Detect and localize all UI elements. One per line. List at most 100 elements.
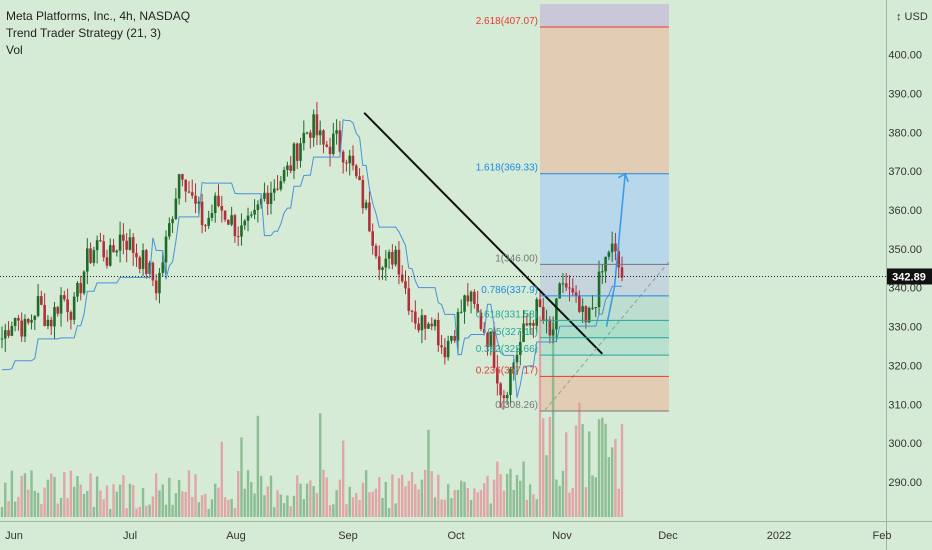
volume-bar	[177, 480, 181, 517]
x-tick-label: 2022	[767, 530, 791, 542]
volume-bar	[168, 477, 171, 517]
candle-body	[469, 291, 473, 302]
candle-body	[453, 336, 456, 341]
fib-label: 0.382(322.66)	[476, 344, 538, 355]
volume-bar	[394, 503, 397, 517]
volume-bar	[545, 455, 548, 517]
volume-bar	[617, 488, 620, 517]
fib-label: 1(346.00)	[495, 253, 538, 264]
legend-strategy[interactable]: Trend Trader Strategy (21, 3)	[6, 26, 161, 40]
candle-body	[466, 295, 470, 302]
candle-body	[440, 345, 443, 348]
candle-body	[154, 280, 158, 294]
volume-bar	[227, 499, 230, 517]
candle-body	[433, 319, 437, 327]
volume-bar	[381, 497, 384, 517]
current-price-tag	[887, 268, 932, 285]
volume-bar	[217, 487, 220, 517]
candle-body	[141, 250, 145, 269]
volume-bar	[174, 493, 178, 517]
candle-body	[66, 299, 69, 313]
candle-body	[135, 252, 138, 258]
candle-body	[394, 249, 397, 265]
candle-body	[125, 240, 128, 250]
volume-bar	[483, 483, 486, 517]
volume-bar	[558, 485, 561, 517]
volume-bar	[276, 490, 279, 517]
volume-bar	[305, 483, 309, 517]
volume-bar	[548, 416, 552, 517]
volume-bar	[502, 490, 506, 517]
fib-label: 0(308.26)	[495, 400, 538, 411]
volume-bar	[181, 491, 184, 517]
volume-bar	[63, 472, 66, 517]
candle-body	[391, 251, 394, 265]
volume-bar	[99, 490, 102, 517]
candle-body	[607, 252, 611, 257]
strategy-layer	[2, 119, 622, 398]
legend-symbol[interactable]: Meta Platforms, Inc., 4h, NASDAQ	[6, 9, 191, 23]
volume-bar	[200, 495, 204, 517]
volume-bar	[407, 480, 410, 517]
volume-bar	[82, 493, 86, 517]
candle-body	[23, 318, 27, 337]
legend-volume[interactable]: Vol	[6, 43, 23, 57]
candle-body	[295, 143, 299, 161]
volume-bar	[102, 499, 105, 517]
volume-bar	[430, 470, 433, 517]
volume-bar	[417, 489, 420, 517]
volume-bar	[364, 470, 368, 517]
volume-bar	[207, 508, 210, 517]
volume-bar	[496, 461, 499, 517]
volume-bar	[437, 474, 440, 517]
candle-body	[158, 272, 161, 294]
volume-bar	[164, 504, 168, 517]
candle-body	[541, 306, 545, 322]
candle-body	[168, 223, 171, 237]
volume-bar	[348, 486, 351, 517]
volume-bar	[135, 508, 138, 517]
candle-body	[118, 234, 122, 251]
candle-body	[325, 144, 329, 147]
candle-body	[332, 133, 335, 155]
candle-body	[99, 240, 102, 242]
candle-body	[174, 198, 178, 220]
candle-body	[299, 143, 302, 161]
candle-body	[505, 394, 509, 399]
fib-fill-layer	[540, 4, 669, 412]
candle-body	[233, 215, 237, 237]
candle-body	[473, 291, 476, 305]
volume-bar	[594, 477, 597, 517]
volume-bar	[335, 490, 338, 517]
candle-body	[312, 114, 315, 138]
candle-body	[112, 245, 115, 253]
candle-body	[177, 174, 181, 199]
candle-body	[263, 192, 266, 199]
volume-bar	[148, 504, 151, 517]
candle-body	[328, 146, 332, 155]
volume-bar	[292, 495, 296, 517]
volume-bar	[565, 432, 568, 517]
candle-body	[207, 217, 210, 226]
candle-body	[561, 283, 565, 285]
candle-body	[322, 130, 325, 145]
volume-bar	[20, 475, 23, 517]
candle-body	[525, 323, 529, 326]
volume-bar	[358, 499, 361, 517]
drawings-layer	[0, 112, 886, 411]
volume-bar	[246, 470, 250, 517]
volume-bar	[587, 431, 591, 517]
y-tick-label: 300.00	[888, 438, 922, 450]
volume-bar	[351, 497, 355, 517]
candle-body	[82, 271, 86, 294]
candle-body	[217, 195, 220, 207]
volume-bar	[522, 461, 525, 517]
volume-bar	[53, 476, 56, 517]
candle-body	[564, 283, 568, 288]
volume-bar	[128, 483, 132, 517]
candle-body	[417, 323, 420, 331]
volume-bar	[499, 474, 502, 517]
volume-bar	[614, 438, 617, 517]
